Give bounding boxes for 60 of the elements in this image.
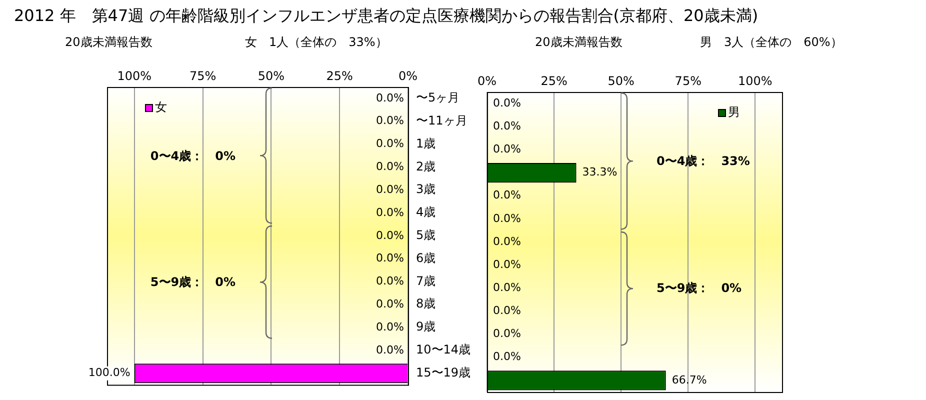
data-label: 0.0% (376, 91, 404, 104)
text: 女 (155, 99, 167, 116)
data-label: 0.0% (376, 160, 404, 174)
y-tick-label: 〜11ヶ月 (416, 113, 468, 128)
data-label: 33.3% (582, 166, 618, 179)
text: 男 3人（全体の 60%） (700, 34, 842, 51)
data-label: 0.0% (493, 142, 521, 156)
chart-subtitle: 20歳未満報告数 (535, 34, 622, 51)
y-tick-label: 1歳 (416, 136, 436, 150)
data-label: 0.0% (376, 114, 404, 128)
y-tick-label: 3歳 (416, 182, 436, 196)
data-label: 0.0% (376, 137, 404, 150)
data-label: 100.0% (88, 366, 130, 380)
y-tick-label: 〜5ヶ月 (416, 90, 460, 105)
data-label: 0.0% (376, 228, 404, 242)
annotation: 5〜9歳： 0% (150, 274, 236, 291)
data-label: 0.0% (493, 304, 521, 318)
x-tick-label: 25% (326, 68, 353, 83)
chart-subtitle: 20歳未満報告数 (65, 34, 152, 51)
annotation: 0〜4歳： 33% (656, 153, 750, 170)
data-label: 0.0% (493, 350, 521, 364)
annotation: 0〜4歳： 0% (150, 148, 236, 165)
x-tick-label: 50% (608, 74, 634, 88)
x-tick-label: 75% (189, 68, 216, 83)
y-tick-label: 9歳 (416, 320, 436, 334)
data-label: 0.0% (376, 297, 404, 310)
data-label: 0.0% (493, 96, 521, 110)
data-label: 0.0% (376, 274, 404, 288)
y-tick-label: 10〜14歳 (416, 342, 471, 357)
y-tick-label: 15〜19歳 (416, 365, 471, 380)
x-tick-label: 25% (540, 74, 568, 88)
data-label: 0.0% (493, 258, 521, 271)
data-label: 0.0% (493, 188, 521, 202)
y-tick-label: 6歳 (416, 250, 436, 265)
y-tick-label: 2歳 (416, 159, 436, 174)
chart-title: 2012 年 第47週 の年齢階級別インフルエンザ患者の定点医療機関からの報告割合(京都府、20歳未満) (14, 6, 758, 27)
x-tick-label: 75% (674, 74, 702, 88)
text: 女 1人（全体の 33%） (245, 34, 388, 51)
annotation: 5〜9歳： 0% (656, 280, 742, 298)
data-label: 0.0% (493, 212, 521, 225)
data-label: 0.0% (493, 281, 521, 294)
data-label: 0.0% (376, 182, 404, 196)
y-tick-label: 8歳 (416, 296, 436, 311)
data-label: 0.0% (376, 320, 404, 334)
x-tick-label: 100% (738, 74, 772, 88)
data-label: 66.7% (672, 373, 707, 386)
data-label: 0.0% (493, 234, 521, 248)
data-label: 0.0% (493, 327, 521, 340)
x-tick-label: 50% (258, 68, 285, 83)
data-label: 0.0% (376, 206, 404, 219)
y-tick-label: 7歳 (416, 274, 436, 288)
x-tick-label: 100% (117, 68, 152, 83)
data-label: 0.0% (376, 343, 404, 356)
y-tick-label: 4歳 (416, 205, 436, 220)
y-tick-label: 5歳 (416, 228, 436, 242)
data-label: 0.0% (376, 252, 404, 265)
text: 男 (728, 104, 740, 121)
x-tick-label: 0% (477, 74, 497, 88)
x-tick-label: 0% (398, 68, 418, 83)
data-label: 0.0% (493, 119, 521, 132)
